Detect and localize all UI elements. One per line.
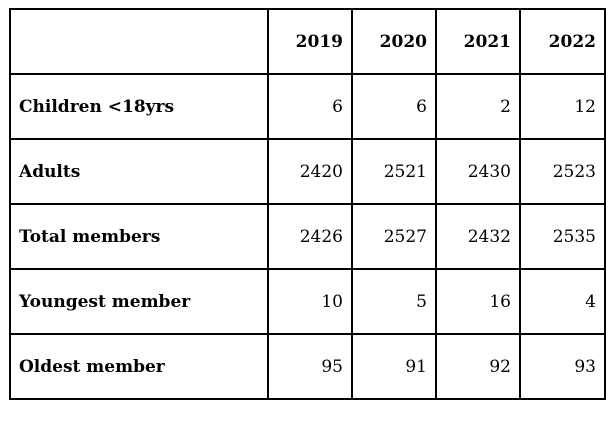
table-cell: 92 xyxy=(435,333,521,400)
table-row: Adults 2420 2521 2430 2523 xyxy=(9,138,606,205)
row-label-youngest-member: Youngest member xyxy=(9,268,269,335)
year-header-2021: 2021 xyxy=(435,8,521,75)
table-cell: 4 xyxy=(519,268,606,335)
table-cell: 10 xyxy=(267,268,353,335)
table-cell: 2432 xyxy=(435,203,521,270)
row-label-adults: Adults xyxy=(9,138,269,205)
table-cell: 91 xyxy=(351,333,437,400)
table-cell: 2 xyxy=(435,73,521,140)
table-cell: 2426 xyxy=(267,203,353,270)
row-label-total-members: Total members xyxy=(9,203,269,270)
table-cell: 2420 xyxy=(267,138,353,205)
table-cell: 2430 xyxy=(435,138,521,205)
table-cell: 95 xyxy=(267,333,353,400)
table-cell: 2527 xyxy=(351,203,437,270)
year-header-2019: 2019 xyxy=(267,8,353,75)
table-cell: 93 xyxy=(519,333,606,400)
corner-cell xyxy=(9,8,269,75)
table-cell: 6 xyxy=(267,73,353,140)
table-cell: 6 xyxy=(351,73,437,140)
membership-table: 2019 2020 2021 2022 Children <18yrs 6 6 … xyxy=(9,8,606,400)
table-cell: 5 xyxy=(351,268,437,335)
year-header-2022: 2022 xyxy=(519,8,606,75)
table-cell: 2535 xyxy=(519,203,606,270)
row-label-children: Children <18yrs xyxy=(9,73,269,140)
table-cell: 16 xyxy=(435,268,521,335)
table-cell: 2523 xyxy=(519,138,606,205)
table-row: Youngest member 10 5 16 4 xyxy=(9,268,606,335)
table-cell: 2521 xyxy=(351,138,437,205)
table-row: Total members 2426 2527 2432 2535 xyxy=(9,203,606,270)
table-cell: 12 xyxy=(519,73,606,140)
year-header-2020: 2020 xyxy=(351,8,437,75)
table-row: Children <18yrs 6 6 2 12 xyxy=(9,73,606,140)
header-row: 2019 2020 2021 2022 xyxy=(9,8,606,75)
table-row: Oldest member 95 91 92 93 xyxy=(9,333,606,400)
row-label-oldest-member: Oldest member xyxy=(9,333,269,400)
